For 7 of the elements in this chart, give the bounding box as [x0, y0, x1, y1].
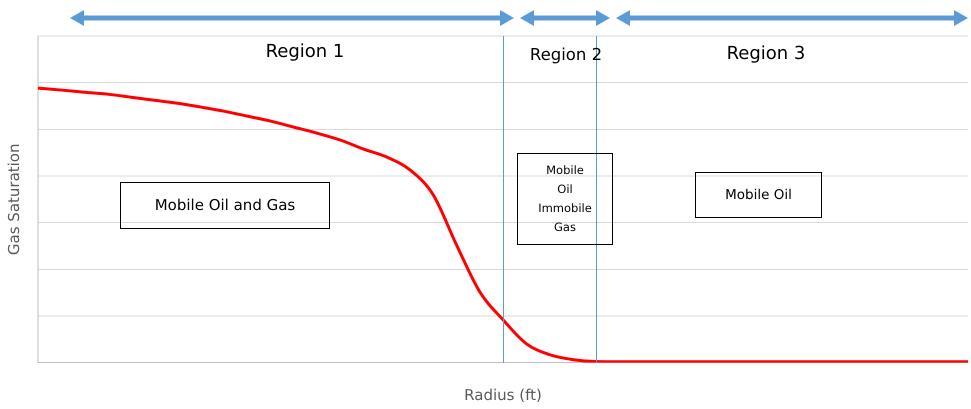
annotation: Mobile Oil and Gas: [120, 182, 330, 229]
annotation: Mobile Oil Immobile Gas: [517, 153, 613, 245]
annotation: Mobile Oil: [695, 172, 822, 218]
text: Region 3: [726, 42, 806, 66]
text: Region 1: [264, 40, 346, 64]
x-axis-title: Radius (ft): [464, 386, 542, 404]
y-axis-title: Gas Saturation: [4, 144, 23, 256]
